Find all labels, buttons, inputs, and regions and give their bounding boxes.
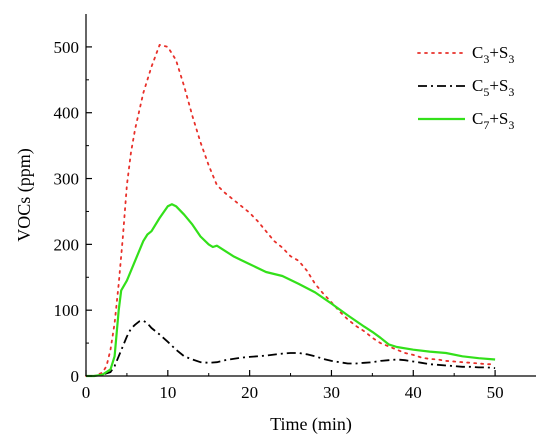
x-tick-label: 20	[241, 383, 258, 402]
x-tick-label: 0	[82, 383, 91, 402]
y-tick-label: 0	[71, 367, 80, 386]
legend-label-part: 3	[508, 52, 514, 66]
legend-label-3: C7+S3	[472, 109, 514, 132]
legend-label-part: +S	[489, 109, 508, 128]
series-line-3	[86, 203, 496, 378]
y-tick-label: 500	[54, 38, 80, 57]
x-tick-label: 30	[323, 383, 340, 402]
legend-label-part: 3	[508, 118, 514, 132]
y-ticks: 0 100 200 300 400 500	[54, 38, 92, 386]
legend-label-part: 3	[483, 52, 489, 66]
y-axis-title: VOCs (ppm)	[14, 148, 35, 242]
legend-label-part: C	[472, 109, 483, 128]
y-tick-label: 100	[54, 301, 80, 320]
x-axis-title: Time (min)	[270, 414, 352, 435]
legend-label-part: +S	[489, 76, 508, 95]
y-tick-label: 400	[54, 104, 80, 123]
x-ticks: 0 10 20 30 40 50	[82, 370, 504, 402]
legend-label-2: C5+S3	[472, 76, 514, 99]
legend-label-part: 5	[483, 85, 489, 99]
x-tick-label: 50	[487, 383, 504, 402]
y-tick-label: 300	[54, 170, 80, 189]
legend-label-1: C3+S3	[472, 43, 514, 66]
series-line-2	[86, 319, 496, 377]
series-line-1	[85, 44, 496, 377]
legend-label-part: C	[472, 76, 483, 95]
legend-label-part: 7	[483, 118, 489, 132]
y-tick-label: 200	[54, 235, 80, 254]
x-tick-label: 10	[159, 383, 176, 402]
legend-label-part: C	[472, 43, 483, 62]
x-tick-label: 40	[405, 383, 422, 402]
legend-label-part: 3	[508, 85, 514, 99]
axes	[85, 14, 536, 377]
legend-label-part: +S	[489, 43, 508, 62]
series-layer	[85, 44, 496, 378]
